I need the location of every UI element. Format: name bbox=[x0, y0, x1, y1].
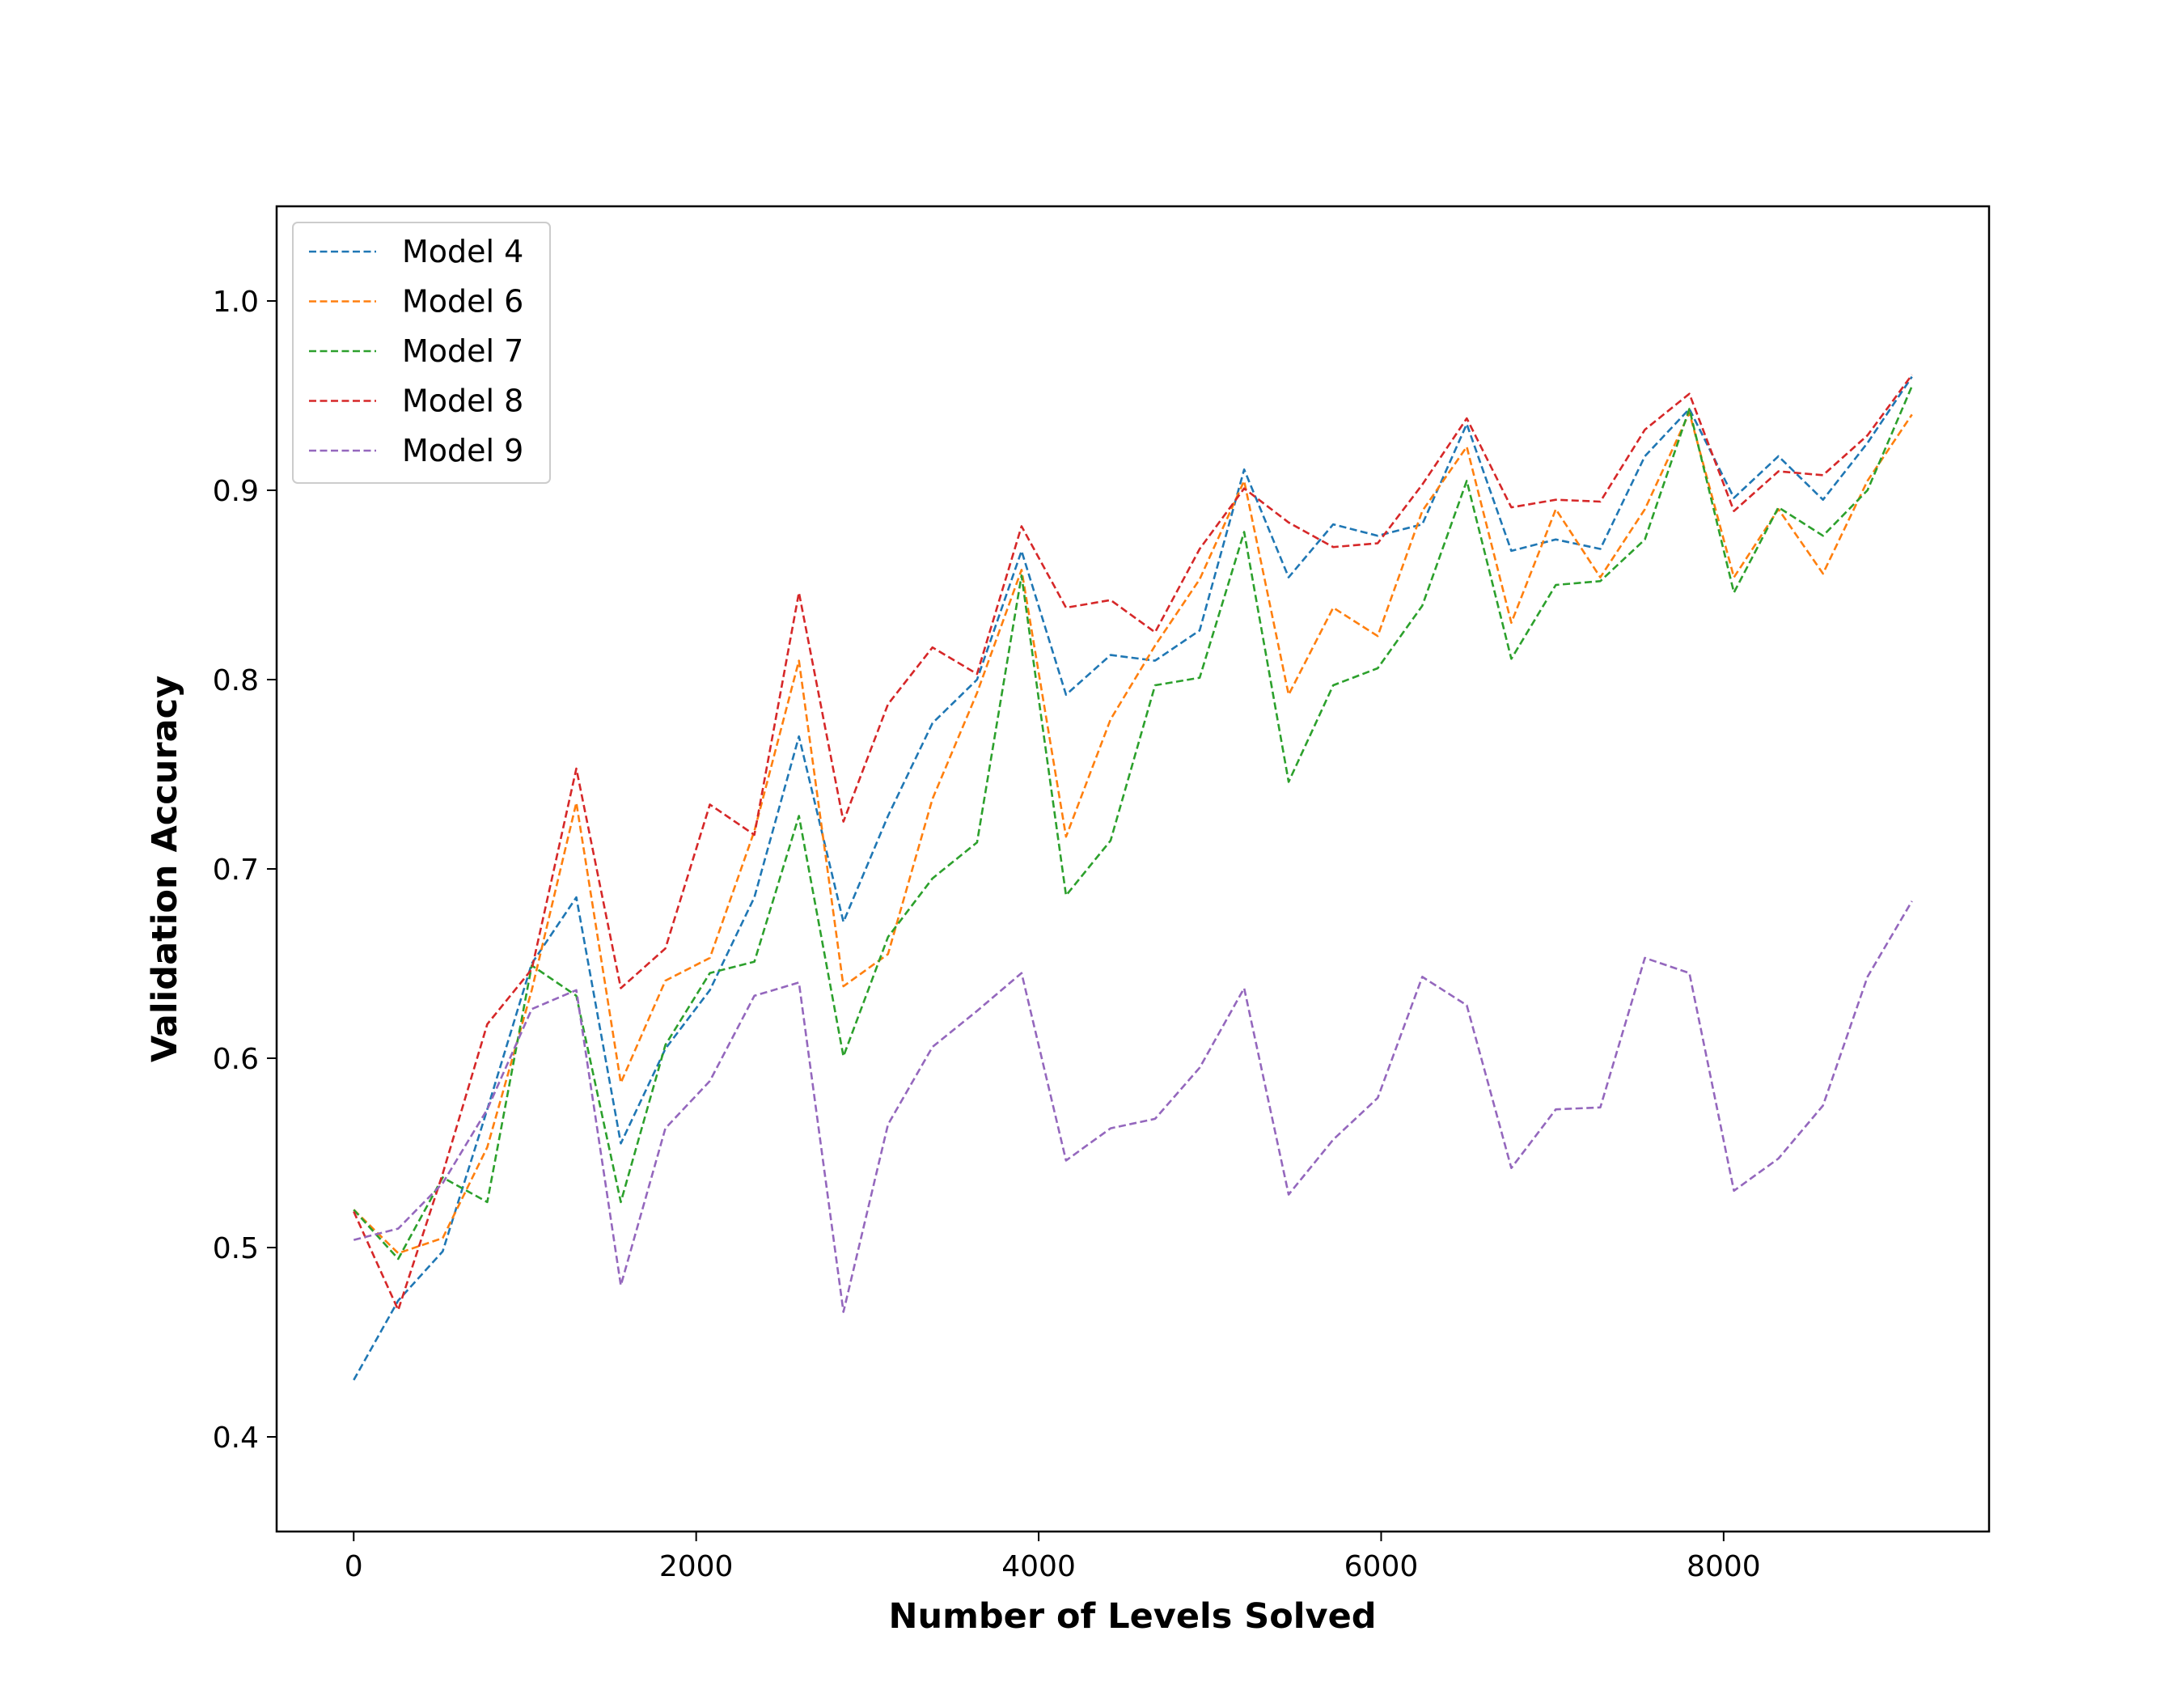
legend-label: Model 8 bbox=[402, 383, 523, 419]
legend-label: Model 7 bbox=[402, 333, 523, 369]
x-axis: 0 2000 4000 6000 8000 bbox=[345, 1532, 1761, 1583]
series-layer bbox=[353, 374, 1913, 1381]
y-tick-label: 0.7 bbox=[213, 854, 259, 887]
x-tick-label: 4000 bbox=[1001, 1550, 1076, 1583]
x-tick-label: 6000 bbox=[1344, 1550, 1419, 1583]
y-tick-label: 0.8 bbox=[213, 664, 259, 697]
legend-box bbox=[292, 222, 551, 484]
y-tick-label: 1.0 bbox=[213, 286, 259, 319]
x-axis-title: Number of Levels Solved bbox=[888, 1596, 1376, 1637]
y-tick-label: 0.4 bbox=[213, 1421, 259, 1455]
series-line-1 bbox=[353, 375, 1913, 1381]
y-tick-label: 0.6 bbox=[213, 1043, 259, 1076]
x-tick-label: 0 bbox=[345, 1550, 363, 1583]
x-tick-label: 8000 bbox=[1687, 1550, 1761, 1583]
series-line-5 bbox=[353, 900, 1913, 1313]
legend-label: Model 4 bbox=[402, 234, 523, 269]
y-axis: 0.4 0.5 0.6 0.7 0.8 0.9 1.0 bbox=[213, 286, 277, 1455]
legend-label: Model 6 bbox=[402, 284, 523, 320]
legend: Model 4 Model 6 Model 7 Model 8 Model 9 bbox=[292, 222, 551, 484]
series-line-4 bbox=[353, 374, 1913, 1311]
y-axis-title: Validation Accuracy bbox=[145, 676, 185, 1062]
series-line-2 bbox=[353, 411, 1913, 1255]
series-line-3 bbox=[353, 385, 1913, 1260]
x-tick-label: 2000 bbox=[659, 1550, 734, 1583]
legend-label: Model 9 bbox=[402, 433, 523, 468]
y-tick-label: 0.5 bbox=[213, 1232, 259, 1265]
y-tick-label: 0.9 bbox=[213, 475, 259, 508]
